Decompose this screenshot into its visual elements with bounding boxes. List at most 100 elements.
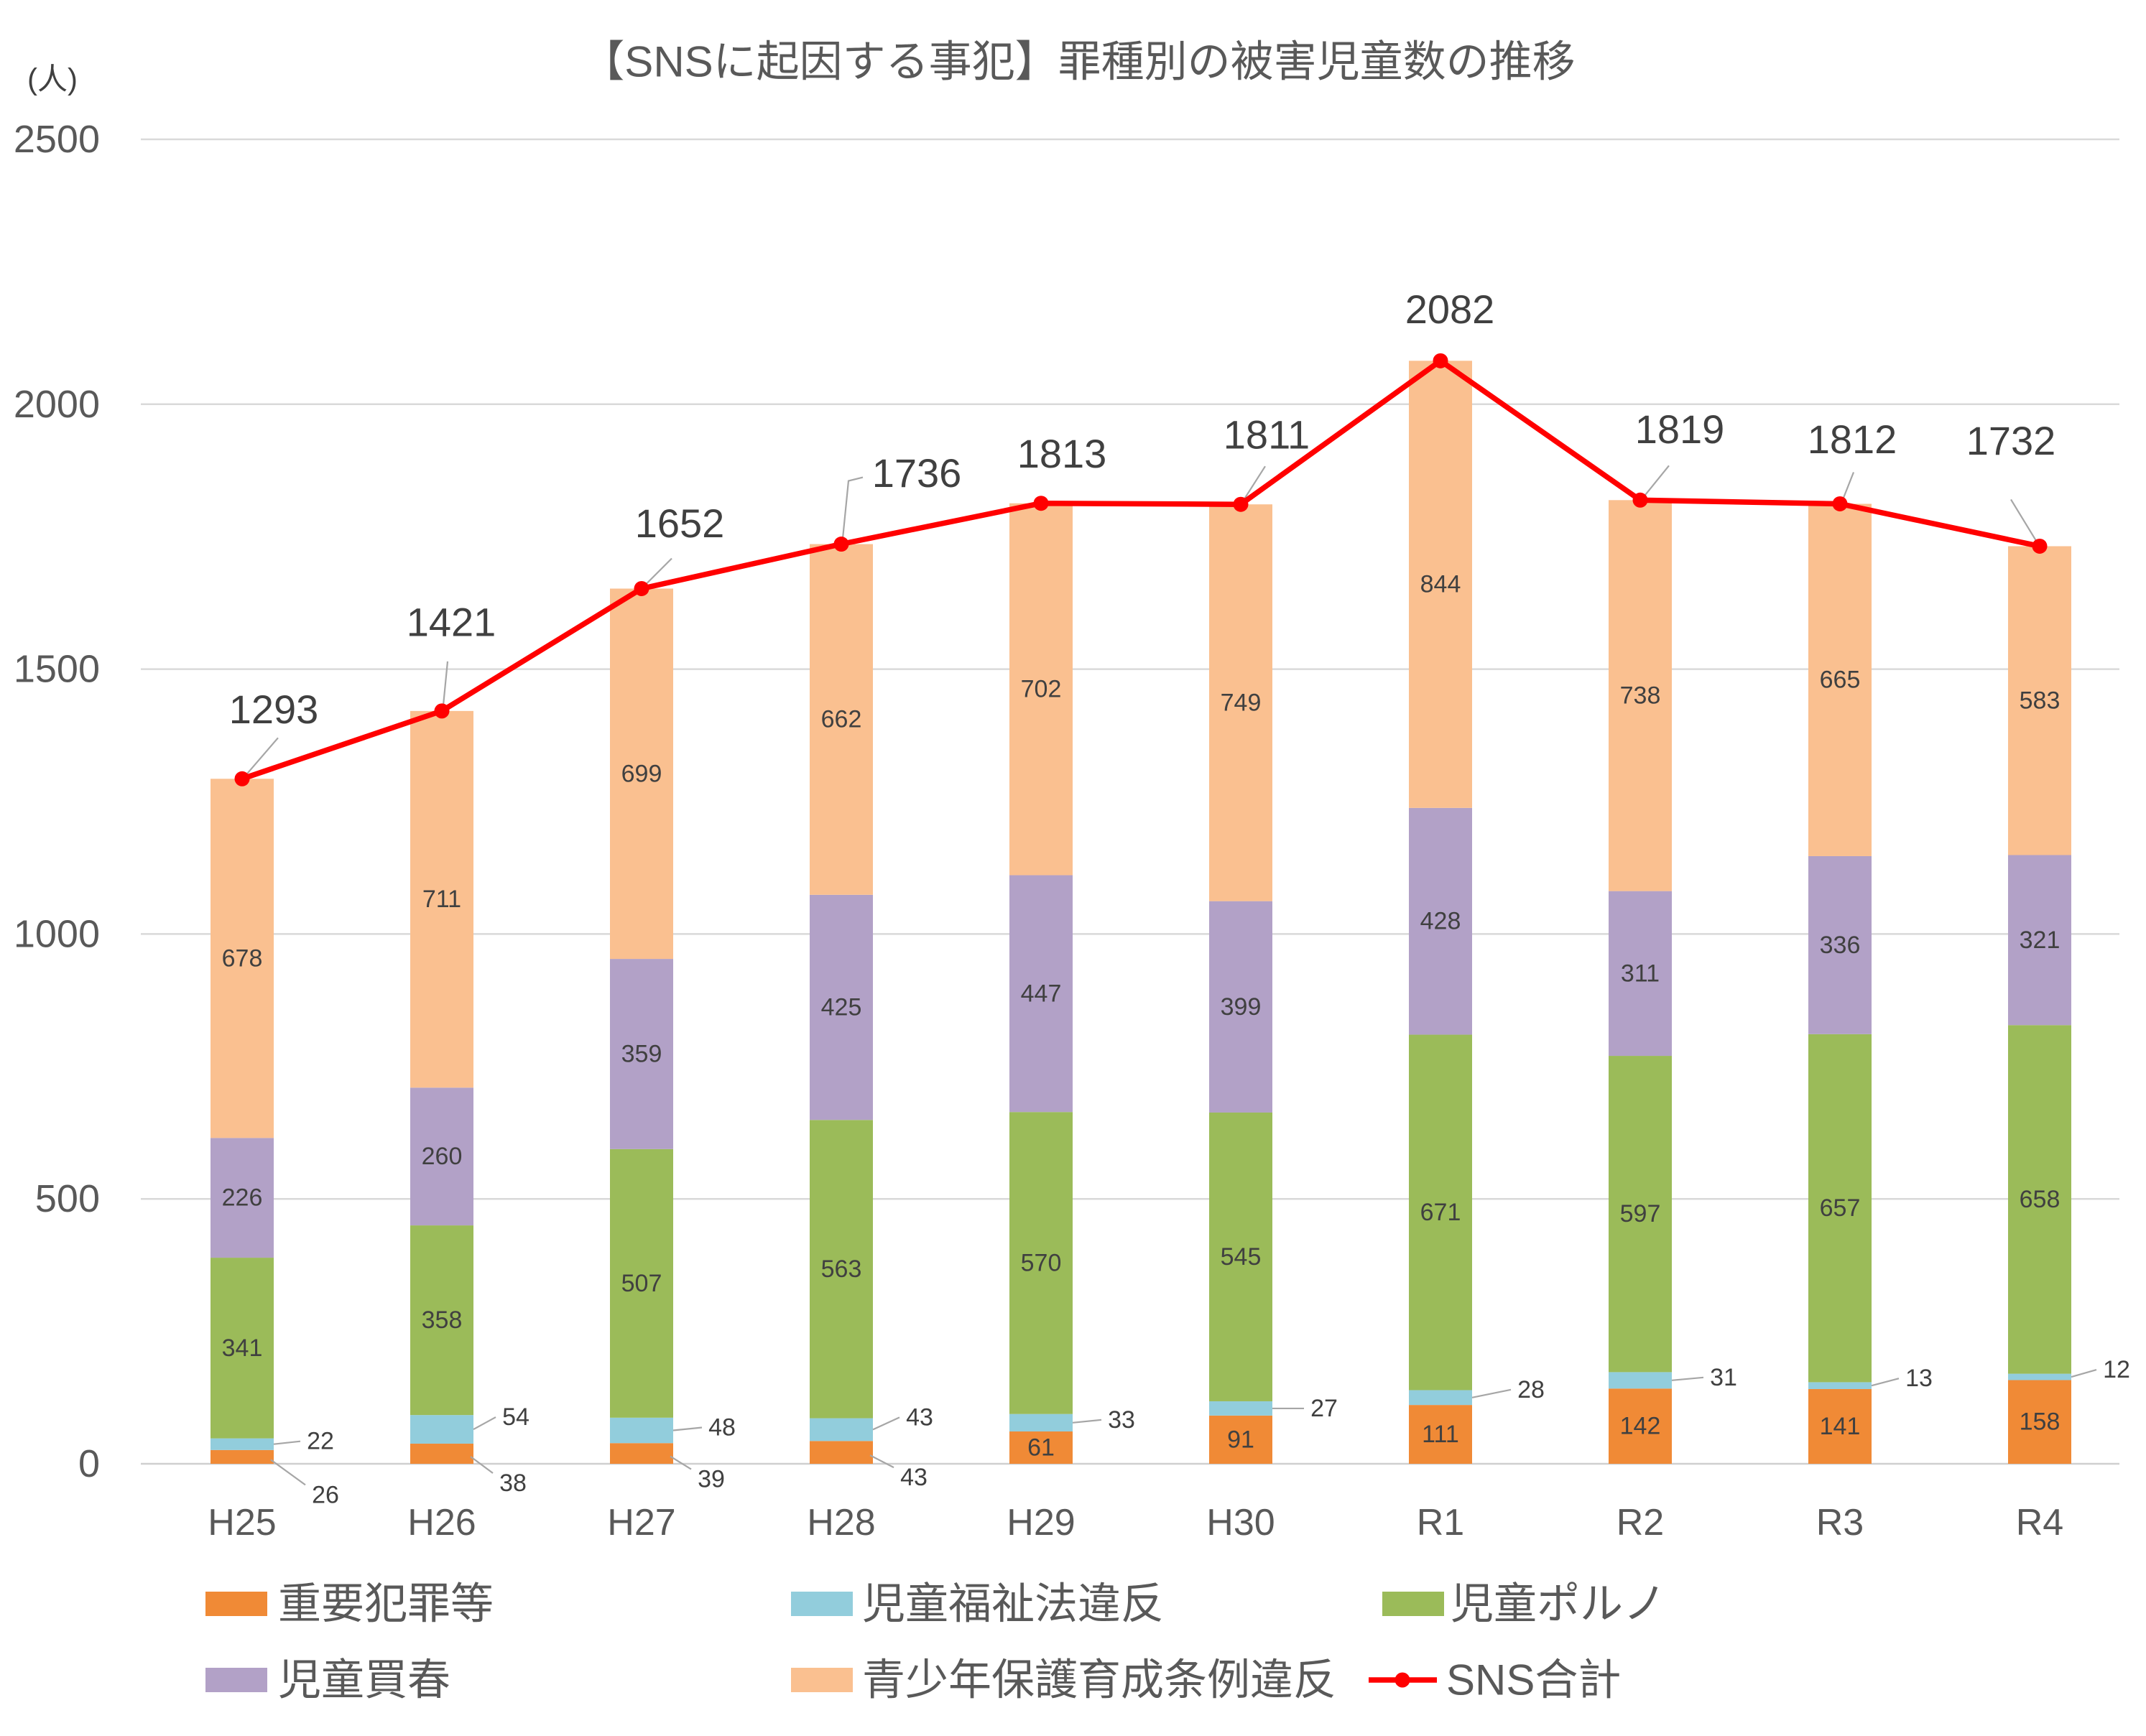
bar-child-welfare-violation-r2 (1609, 1372, 1672, 1389)
x-tick-label: R4 (2016, 1502, 2063, 1544)
marker-sns-total-h26 (434, 703, 450, 719)
data-label-child-welfare-violation-r1: 28 (1517, 1376, 1545, 1403)
chart-title: 【SNSに起因する事犯】罪種別の被害児童数の推移 (581, 38, 1575, 86)
x-tick-label: H26 (407, 1502, 476, 1544)
data-label-child-pornography-h28: 563 (821, 1255, 862, 1283)
legend-item-youth-ordinance-violation: 青少年保護育成条例違反 (791, 1656, 1336, 1704)
bar-serious-crime-h27 (610, 1443, 673, 1464)
x-tick-label: H29 (1007, 1502, 1075, 1544)
data-label-child-welfare-violation-h29: 33 (1108, 1406, 1135, 1434)
marker-sns-total-h25 (234, 771, 250, 786)
x-tick-label: H30 (1206, 1502, 1275, 1544)
total-label-h26: 1421 (407, 599, 496, 644)
bar-serious-crime-r1 (1409, 1405, 1472, 1464)
data-label-youth-ordinance-violation-h30: 749 (1221, 689, 1262, 716)
marker-sns-total-h28 (833, 537, 849, 552)
bar-child-welfare-violation-h26 (410, 1415, 473, 1444)
bar-youth-ordinance-violation-r1 (1409, 361, 1472, 808)
total-label-leader-line (1644, 465, 1670, 496)
bar-child-prostitution-h26 (410, 1087, 473, 1226)
bar-serious-crime-r3 (1808, 1388, 1872, 1464)
data-label-child-pornography-h29: 570 (1021, 1249, 1062, 1276)
data-label-child-welfare-violation-r2: 31 (1710, 1364, 1737, 1391)
legend-swatch-child-pornography (1382, 1592, 1444, 1616)
total-label-leader-line (841, 476, 864, 539)
marker-sns-total-h30 (1233, 496, 1249, 512)
data-label-child-prostitution-h29: 447 (1021, 980, 1062, 1007)
y-tick-label: 1500 (14, 648, 100, 691)
total-label-h30: 1811 (1224, 412, 1310, 458)
data-label-leader-line (470, 1456, 494, 1474)
bar-child-pornography-h30 (1209, 1112, 1272, 1401)
legend-swatch-marker-sns-total (1395, 1672, 1410, 1688)
line-sns-total (239, 358, 2043, 782)
total-label-leader-line (442, 661, 449, 705)
data-label-child-pornography-r4: 658 (2020, 1186, 2061, 1213)
bar-child-prostitution-r2 (1609, 891, 1672, 1057)
bar-serious-crime-h28 (810, 1441, 873, 1464)
data-label-youth-ordinance-violation-h29: 702 (1021, 676, 1062, 703)
total-label-leader-line (246, 737, 279, 776)
data-label-youth-ordinance-violation-h25: 678 (222, 944, 263, 972)
data-label-child-prostitution-h30: 399 (1221, 993, 1262, 1021)
y-axis-unit-label: (人) (27, 62, 78, 96)
data-label-leader-line (1671, 1376, 1704, 1381)
marker-sns-total-h27 (634, 580, 649, 596)
total-line-series (234, 353, 2048, 786)
total-label-leader-line (2010, 498, 2038, 543)
data-label-child-prostitution-h25: 226 (222, 1184, 263, 1212)
bar-child-pornography-h27 (610, 1148, 673, 1418)
data-label-leader-line (473, 1416, 496, 1431)
legend-swatch-child-welfare-violation (791, 1592, 853, 1616)
data-label-child-pornography-r1: 671 (1420, 1199, 1461, 1226)
data-label-child-prostitution-r4: 321 (2020, 927, 2061, 954)
total-data-labels: 1293 1421 1652 1736 1813 1811 2082 1819 1812 1732 (229, 287, 2056, 732)
legend-swatch-child-prostitution (205, 1668, 267, 1692)
data-label-serious-crime-r2: 142 (1620, 1413, 1661, 1440)
bar-serious-crime-h30 (1209, 1415, 1272, 1464)
legend: 重要犯罪等 児童福祉法違反 児童ポルノ 児童買春 青少年保護育成条例違反 (205, 1580, 1666, 1704)
data-label-serious-crime-r3: 141 (1820, 1413, 1861, 1440)
bar-child-prostitution-r1 (1409, 807, 1472, 1035)
data-label-child-pornography-h27: 507 (621, 1270, 662, 1297)
x-tick-label: H27 (607, 1502, 675, 1544)
data-label-child-welfare-violation-h30: 27 (1310, 1395, 1338, 1422)
bar-serious-crime-r2 (1609, 1388, 1672, 1464)
marker-sns-total-r2 (1632, 492, 1648, 508)
y-tick-label: 500 (35, 1177, 100, 1220)
bar-child-welfare-violation-h28 (810, 1418, 873, 1442)
data-label-child-prostitution-r2: 311 (1621, 960, 1660, 987)
bar-youth-ordinance-violation-h25 (211, 779, 274, 1138)
data-label-serious-crime-h25: 26 (312, 1481, 339, 1508)
bar-serious-crime-r4 (2008, 1380, 2071, 1464)
data-label-leader-line (273, 1440, 301, 1445)
legend-label-sns-total: SNS合計 (1446, 1656, 1621, 1704)
total-label-h29: 1813 (1017, 431, 1107, 476)
bar-child-pornography-h28 (810, 1120, 873, 1419)
total-label-h25: 1293 (229, 687, 319, 732)
bar-child-welfare-violation-h25 (211, 1438, 274, 1450)
bar-child-prostitution-r3 (1808, 855, 1872, 1034)
data-label-serious-crime-h29: 61 (1027, 1434, 1055, 1462)
data-label-youth-ordinance-violation-r3: 665 (1820, 667, 1861, 694)
data-label-youth-ordinance-violation-r2: 738 (1620, 682, 1661, 709)
bar-child-welfare-violation-h27 (610, 1417, 673, 1444)
bar-child-pornography-r3 (1808, 1034, 1872, 1383)
data-label-leader-line (670, 1455, 692, 1470)
bar-youth-ordinance-violation-r4 (2008, 546, 2071, 855)
data-label-youth-ordinance-violation-h27: 699 (621, 760, 662, 787)
data-label-leader-line (869, 1454, 894, 1469)
bar-child-prostitution-h30 (1209, 901, 1272, 1113)
marker-sns-total-r4 (2032, 538, 2048, 554)
bar-child-prostitution-h29 (1009, 875, 1073, 1113)
total-label-leader-line (645, 557, 672, 585)
data-label-child-prostitution-r1: 428 (1420, 908, 1461, 935)
data-label-child-prostitution-h27: 359 (621, 1040, 662, 1067)
total-label-leader-line (1841, 472, 1855, 500)
y-axis-tick-labels: 0 500 1000 1500 2000 2500 (14, 118, 100, 1485)
bar-child-pornography-r2 (1609, 1056, 1672, 1373)
total-label-h27: 1652 (635, 501, 725, 546)
legend-item-child-pornography: 児童ポルノ (1382, 1580, 1666, 1628)
bar-child-welfare-violation-r3 (1808, 1382, 1872, 1389)
